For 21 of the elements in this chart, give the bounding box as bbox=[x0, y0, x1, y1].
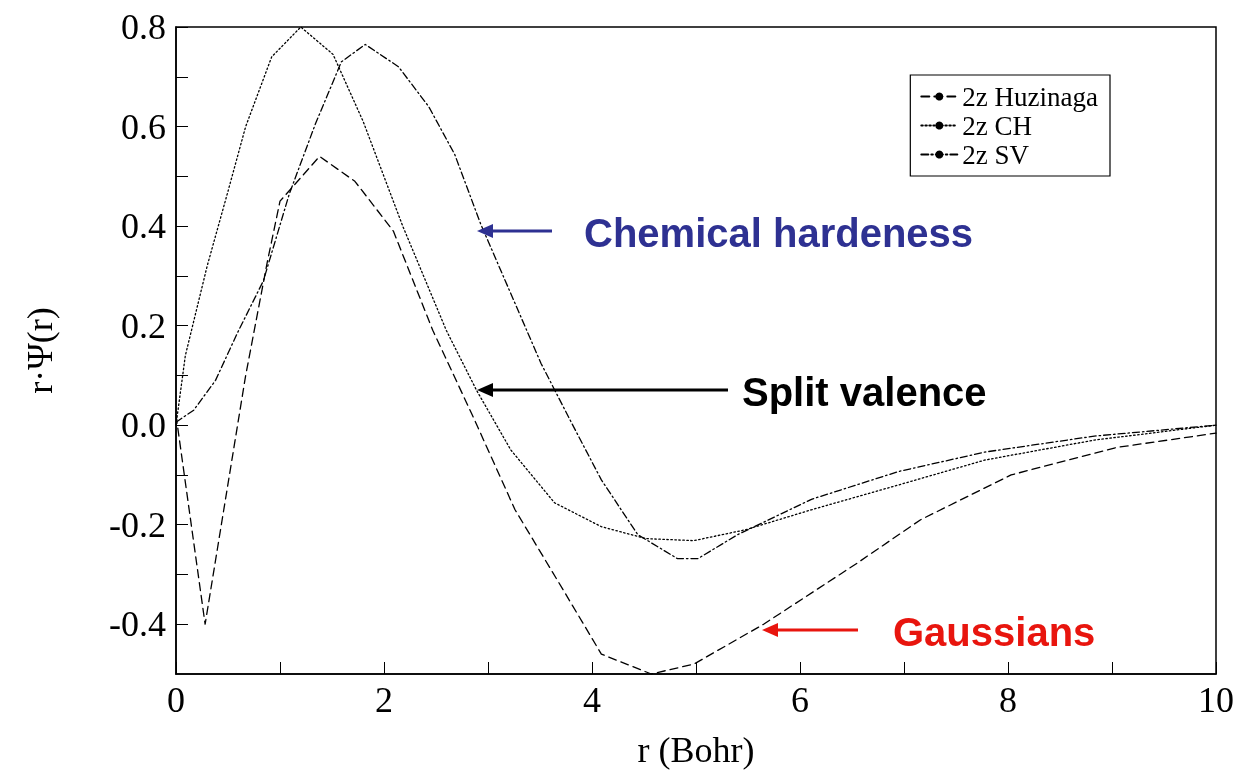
y-tick-label: 0.6 bbox=[121, 106, 166, 147]
y-tick-label: 0.2 bbox=[121, 305, 166, 346]
x-tick-label: 2 bbox=[375, 680, 393, 720]
annotation: Split valence bbox=[742, 370, 987, 414]
annotation: Gaussians bbox=[893, 610, 1096, 654]
y-tick-label: -0.4 bbox=[109, 604, 166, 645]
x-tick-label: 0 bbox=[167, 680, 185, 720]
y-tick-label: 0.4 bbox=[121, 206, 166, 247]
legend-label: 2z SV bbox=[962, 139, 1030, 170]
x-axis-title: r (Bohr) bbox=[637, 730, 755, 770]
x-tick-label: 8 bbox=[999, 680, 1017, 720]
y-tick-label: 0.0 bbox=[121, 405, 166, 446]
annotation: Chemical hardeness bbox=[584, 211, 974, 255]
y-axis-title: r·Ψ(r) bbox=[20, 307, 60, 394]
legend-label: 2z CH bbox=[962, 110, 1033, 141]
legend-label: 2z Huzinaga bbox=[962, 81, 1099, 112]
x-tick-label: 6 bbox=[791, 680, 809, 720]
x-tick-label: 4 bbox=[583, 680, 601, 720]
y-tick-label: -0.2 bbox=[109, 504, 166, 545]
x-tick-label: 10 bbox=[1198, 680, 1234, 720]
y-tick-label: 0.8 bbox=[121, 7, 166, 47]
